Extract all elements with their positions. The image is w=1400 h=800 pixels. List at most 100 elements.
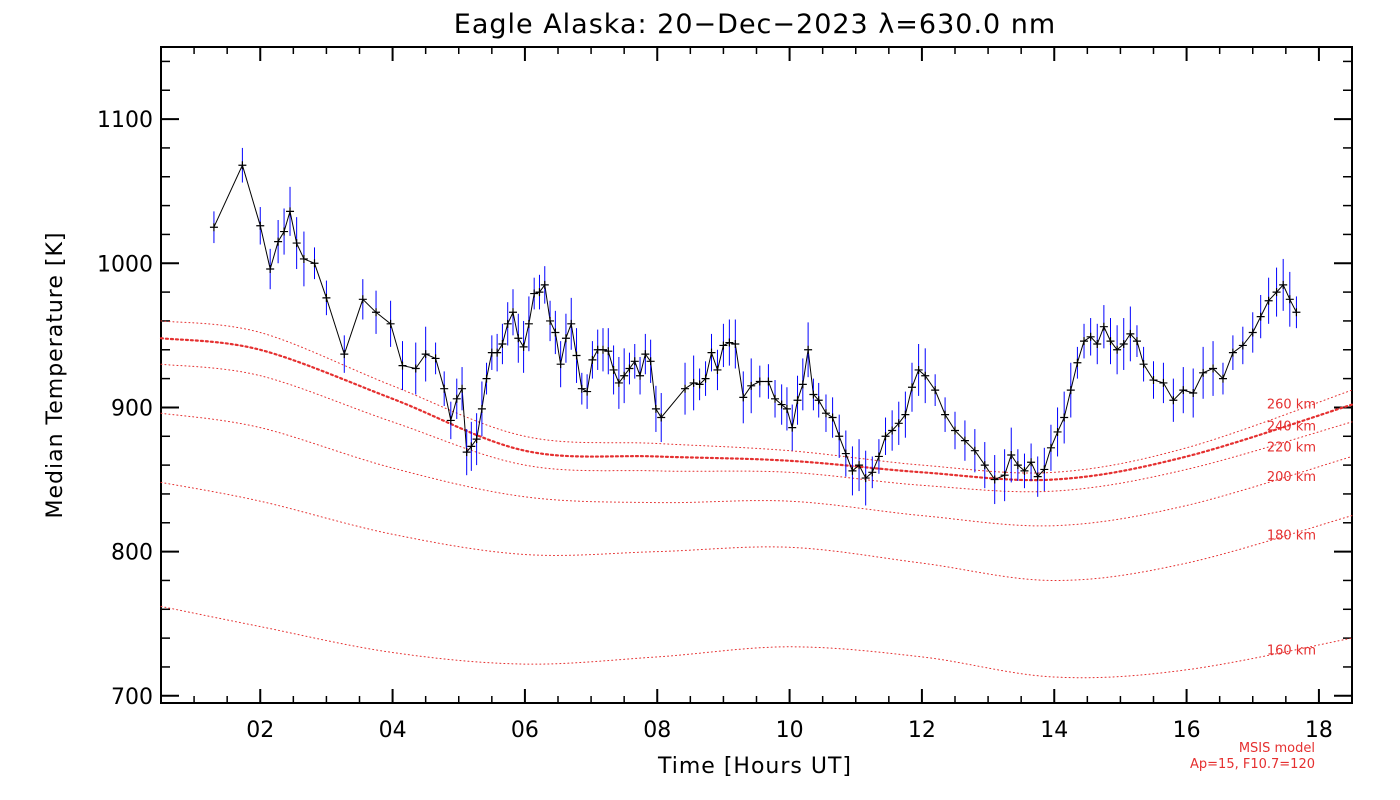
data-point	[503, 319, 512, 328]
data-point	[519, 342, 528, 351]
data-point	[1086, 332, 1095, 341]
data-point	[1020, 466, 1029, 475]
data-point	[299, 254, 308, 263]
measurement-series	[209, 147, 1301, 506]
data-point	[588, 355, 597, 364]
data-point	[771, 394, 780, 403]
data-point	[1106, 337, 1115, 346]
x-tick-label: 18	[1305, 718, 1333, 743]
data-point	[1149, 376, 1158, 385]
data-point	[1007, 451, 1016, 460]
data-point	[209, 223, 218, 232]
model-curve-200-km	[160, 412, 1353, 527]
data-point	[681, 384, 690, 393]
data-point	[630, 357, 639, 366]
data-point	[782, 404, 791, 413]
data-point	[907, 383, 916, 392]
data-point	[1279, 280, 1288, 289]
data-point	[951, 426, 959, 435]
data-point	[1033, 472, 1042, 481]
data-point	[458, 384, 467, 393]
data-point	[540, 280, 549, 289]
data-point	[828, 413, 837, 422]
data-point	[1027, 458, 1036, 467]
x-axis-label: Time [Hours UT]	[657, 754, 852, 779]
data-point	[1228, 348, 1237, 357]
data-point	[567, 319, 576, 328]
model-curve-240-km	[159, 337, 1354, 482]
data-point	[777, 400, 786, 409]
data-point	[1046, 443, 1055, 452]
data-point	[1080, 337, 1089, 346]
data-point	[861, 474, 870, 483]
x-tick-label: 02	[246, 718, 274, 743]
data-point	[835, 432, 844, 441]
data-point	[848, 466, 857, 475]
x-tick-label: 08	[643, 718, 671, 743]
model-curve-label: 220 km	[1267, 441, 1316, 456]
y-axis-label: Median Temperature [K]	[43, 232, 68, 519]
data-point	[809, 390, 818, 399]
data-point	[238, 161, 247, 170]
data-point	[286, 207, 295, 216]
model-curve-label: 260 km	[1267, 398, 1316, 413]
data-point	[1209, 364, 1218, 373]
data-point	[788, 423, 797, 432]
data-point	[411, 364, 420, 373]
data-point	[431, 354, 440, 363]
y-tick-label: 800	[111, 541, 153, 566]
model-curve-label: 160 km	[1267, 644, 1316, 659]
data-point	[604, 347, 613, 356]
data-point	[614, 378, 623, 387]
x-tick-label: 14	[1040, 718, 1068, 743]
data-point	[689, 378, 698, 387]
data-point	[561, 334, 570, 343]
data-point	[440, 384, 449, 393]
x-tick-label: 16	[1173, 718, 1201, 743]
data-point	[620, 371, 629, 380]
data-point	[386, 319, 395, 328]
data-point	[731, 340, 740, 349]
data-point	[358, 295, 367, 304]
data-point	[340, 350, 349, 359]
data-point	[841, 449, 850, 458]
data-point	[960, 436, 969, 445]
data-point	[931, 386, 940, 395]
data-point	[583, 387, 592, 396]
data-point	[804, 345, 813, 354]
x-tick-label: 04	[379, 718, 407, 743]
data-point	[921, 371, 930, 380]
model-curve-label: 180 km	[1267, 528, 1316, 543]
data-point	[641, 350, 650, 359]
data-point	[725, 338, 734, 347]
data-point	[546, 316, 555, 325]
data-point	[452, 394, 461, 403]
data-point	[719, 341, 728, 350]
data-point	[446, 416, 455, 425]
data-point	[482, 374, 491, 383]
data-point	[477, 404, 486, 413]
axis-ticks: 02 04 06 08 10 12 14 16 18 700 800 900 1000 1100	[97, 47, 1353, 743]
data-point	[855, 461, 864, 470]
model-curve-260-km	[160, 320, 1353, 474]
data-point	[1272, 288, 1281, 297]
data-point	[292, 239, 301, 248]
data-point	[1179, 386, 1188, 395]
data-point	[1040, 465, 1049, 474]
data-point	[1119, 340, 1128, 349]
data-point	[755, 377, 764, 386]
y-tick-label: 1100	[97, 108, 153, 133]
data-point	[914, 365, 923, 374]
data-point	[256, 221, 265, 230]
data-point	[881, 432, 890, 441]
data-point	[701, 374, 710, 383]
data-point	[1053, 427, 1062, 436]
data-point	[398, 361, 407, 370]
data-point	[1013, 461, 1022, 470]
data-point	[1060, 413, 1069, 422]
data-point	[713, 365, 722, 374]
data-point	[462, 448, 471, 457]
model-curve-180-km	[160, 481, 1353, 582]
data-point	[1000, 471, 1009, 480]
